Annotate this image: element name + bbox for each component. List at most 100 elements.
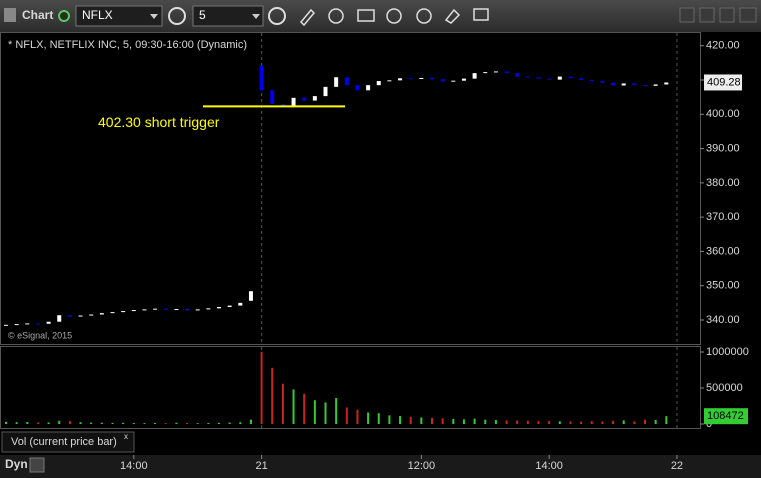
candle (185, 309, 190, 311)
study-label-box (1, 431, 135, 453)
volume-bar (441, 418, 444, 424)
time-button[interactable] (268, 7, 286, 25)
candle (174, 309, 179, 311)
candle (78, 315, 83, 317)
y-tick-label: 390.00 (706, 142, 740, 154)
candle (280, 104, 285, 106)
settings-button[interactable] (168, 7, 186, 25)
candle (653, 84, 658, 86)
volume-bar (601, 421, 604, 424)
candle (14, 324, 19, 326)
volume-bar (505, 420, 508, 424)
window-button[interactable] (699, 7, 715, 23)
candle (568, 76, 573, 79)
candle (376, 81, 381, 86)
candle (557, 76, 562, 80)
symbol-input[interactable]: NFLX (82, 8, 113, 22)
y-tick-label: 1000000 (706, 346, 749, 358)
window-button[interactable] (719, 7, 735, 23)
chart-header: * NFLX, NETFLIX INC, 5, 09:30-16:00 (Dyn… (8, 39, 247, 51)
copyright: © eSignal, 2015 (8, 330, 72, 340)
candle (110, 312, 115, 314)
goto-button[interactable] (357, 9, 375, 22)
status-icon (58, 10, 70, 22)
cursor-button[interactable] (416, 8, 432, 24)
volume-bar (26, 421, 29, 424)
comment-button[interactable] (473, 8, 489, 21)
window-button[interactable] (739, 7, 757, 23)
dropdown-arrow[interactable] (150, 14, 158, 19)
candle (536, 77, 541, 79)
window-button[interactable] (679, 7, 695, 23)
price-panel (0, 32, 701, 345)
last-price-tag (704, 74, 742, 91)
volume-bar (654, 420, 657, 424)
volume-bar (367, 412, 370, 424)
volume-title: Vol (current price bar) (11, 436, 117, 448)
candle (163, 308, 168, 310)
candle (664, 82, 669, 85)
volume-bar (356, 409, 359, 424)
volume-bar (580, 421, 583, 424)
volume-bar (100, 422, 103, 424)
candle (493, 71, 498, 73)
volume-bar (154, 422, 157, 424)
volume-bar (335, 398, 338, 424)
dropdown-arrow[interactable] (252, 14, 260, 19)
candle (67, 315, 72, 317)
volume-bar (58, 420, 61, 424)
candle (611, 82, 616, 86)
candle (621, 83, 626, 86)
volume-bar (122, 422, 125, 424)
volume-bar (303, 393, 306, 424)
time-axis (0, 455, 761, 478)
candle (238, 302, 243, 306)
interval-box[interactable] (192, 5, 264, 27)
volume-bar (164, 423, 167, 424)
volume-bar (388, 415, 391, 424)
candle (483, 72, 488, 74)
draw-button[interactable] (299, 8, 316, 27)
y-tick-label: 360.00 (706, 245, 740, 257)
volume-bar (377, 413, 380, 424)
y-tick-label: 370.00 (706, 211, 740, 223)
volume-bar (36, 422, 39, 424)
volume-bar (292, 389, 295, 424)
play-button[interactable] (386, 8, 402, 24)
refresh-button[interactable] (328, 8, 344, 24)
close-study[interactable]: x (124, 432, 128, 441)
volume-bar (79, 422, 82, 424)
volume-bar (644, 419, 646, 424)
volume-bar (15, 422, 18, 424)
volume-bar (431, 417, 433, 424)
candle (440, 79, 445, 82)
volume-bar (516, 420, 519, 424)
candle (643, 85, 647, 87)
x-tick-label: 12:00 (408, 460, 436, 472)
candle (430, 77, 434, 80)
candle (89, 314, 94, 316)
y-tick-label: 340.00 (706, 314, 740, 326)
volume-bar (68, 421, 71, 424)
candle (461, 78, 466, 81)
volume-bar (473, 418, 476, 424)
candle (504, 71, 509, 74)
tool-button[interactable] (444, 8, 461, 24)
interval-input[interactable]: 5 (199, 8, 206, 22)
candle (153, 308, 158, 310)
y-tick-label: 400.00 (706, 108, 740, 120)
volume-bar (462, 419, 465, 424)
mode-button[interactable] (29, 457, 45, 473)
volume-bar (612, 420, 615, 424)
symbol-box[interactable] (75, 5, 163, 27)
candle (259, 65, 264, 91)
last-volume-label: 108472 (707, 410, 744, 422)
candle (99, 313, 104, 315)
candle (387, 80, 392, 82)
candle (334, 77, 339, 87)
volume-bar (239, 422, 242, 424)
volume-bar (90, 422, 93, 424)
volume-bar (132, 422, 135, 424)
candle (472, 73, 477, 79)
